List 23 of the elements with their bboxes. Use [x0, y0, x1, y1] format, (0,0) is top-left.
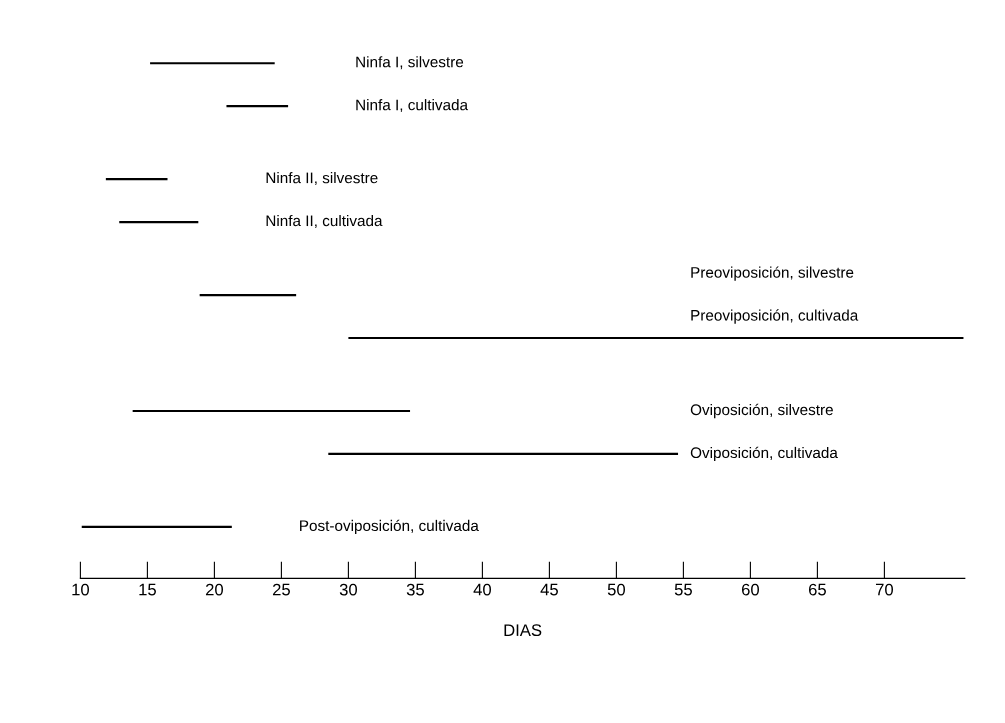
y-tick-label: Ninfa II, cultivada: [266, 214, 383, 228]
x-tick-label: 30: [339, 583, 358, 596]
y-tick-label: Ninfa I, cultivada: [356, 99, 469, 113]
y-tick-label: Post-oviposición, cultivada: [300, 519, 479, 535]
x-tick-label: 15: [139, 583, 156, 596]
x-tick-label: 45: [540, 583, 558, 596]
y-tick-label: Preoviposición, cultivada: [691, 309, 859, 324]
x-tick-label: 40: [473, 583, 492, 596]
y-tick-label: Oviposición, silvestre: [690, 403, 833, 419]
x-tick-label: 60: [741, 583, 760, 596]
x-tick-label: 65: [808, 583, 826, 596]
y-tick-label: Ninfa II, silvestre: [266, 172, 378, 186]
x-tick-label: 35: [406, 583, 424, 596]
x-tick-label: 25: [272, 583, 290, 596]
x-tick-label: 20: [205, 583, 224, 596]
x-tick-label: 10: [72, 583, 90, 596]
y-tick-label: Ninfa I, silvestre: [356, 56, 464, 70]
x-tick-label: 70: [875, 583, 894, 596]
x-tick-label: 55: [674, 583, 692, 596]
x-axis-title: DIAS: [504, 624, 542, 637]
x-tick-label: 50: [607, 583, 626, 596]
y-tick-label: Preoviposición, silvestre: [691, 266, 854, 281]
y-tick-label: Oviposición, cultivada: [690, 446, 838, 462]
